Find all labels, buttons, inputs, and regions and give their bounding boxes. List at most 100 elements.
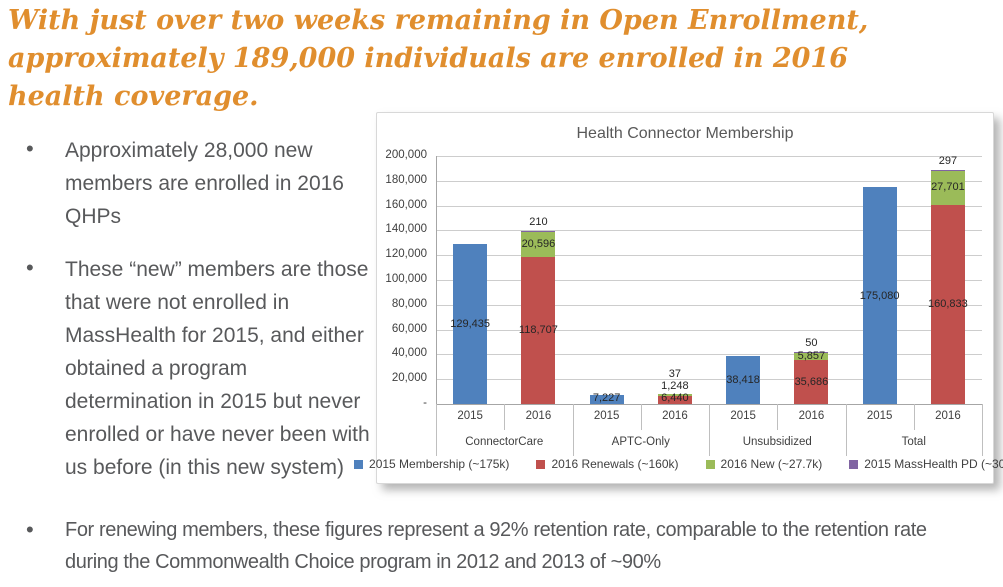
category-group-label: Total [901, 436, 926, 448]
chart-panel: Health Connector Membership 129,435 118,7… [354, 112, 1003, 484]
bar-segment-2016-renewals [930, 204, 965, 404]
bar-value-label: 175,080 [859, 289, 900, 302]
category-year-label: 2015 [593, 410, 620, 422]
y-axis-tick-label: - [423, 397, 427, 409]
category-axis-divider [709, 404, 710, 456]
legend-swatch-icon [705, 459, 715, 469]
legend-label: 2016 Renewals (~160k) [551, 457, 679, 471]
legend-label: 2015 Membership (~175k) [369, 457, 510, 471]
bar-value-label: 6,440 [661, 391, 689, 404]
bar-2015-membership [589, 395, 624, 404]
bullet-icon: • [26, 517, 34, 542]
category-year-label: 2015 [730, 410, 756, 422]
list-item: • Approximately 28,000 new members are e… [24, 134, 370, 233]
bar-value-label: 20,596 [521, 238, 556, 250]
bullet-icon: • [26, 255, 34, 280]
category-year-label: 2016 [935, 410, 961, 422]
gridline [436, 255, 982, 257]
y-axis-tick-label: 180,000 [385, 173, 427, 186]
bar-2015-membership [726, 356, 761, 404]
bar-segment-2016-renewals [521, 256, 556, 404]
bar-value-label: 1,248 [661, 379, 689, 392]
category-axis: 2015 2016 ConnectorCare 2015 2016 APTC-Only 20… [436, 404, 983, 456]
y-axis-tick-label: 160,000 [385, 198, 427, 211]
bar-2015-membership [453, 243, 488, 404]
bar-value-label: 38,418 [726, 374, 760, 387]
bar-segment-2016-new [657, 394, 692, 397]
bar-value-label: 118,707 [518, 324, 558, 337]
bullet-list: • Approximately 28,000 new members are e… [24, 134, 370, 504]
bar-value-label: 160,833 [928, 298, 968, 311]
bar-value-label: 297 [938, 154, 958, 167]
category-year-label: 2015 [866, 410, 893, 422]
legend-swatch-icon [536, 459, 546, 469]
category-axis-divider [436, 404, 437, 456]
y-axis-tick-label: 60,000 [391, 322, 427, 335]
gridline [436, 329, 982, 331]
legend-label: 2016 New (~27.7k) [720, 457, 823, 471]
bar-value-label: 129,435 [450, 317, 490, 330]
category-axis-divider [504, 404, 506, 430]
category-axis-divider [572, 404, 574, 456]
y-axis-tick-label: 80,000 [391, 297, 427, 310]
legend-item: 2016 Renewals (~160k) [536, 457, 679, 471]
category-group-label: ConnectorCare [465, 436, 544, 448]
gridline [436, 354, 982, 356]
bar-value-label: 35,686 [794, 375, 829, 388]
category-group-label: Unsubsidized [742, 436, 812, 448]
bullet-text: These “new” members are those that were … [65, 258, 370, 479]
bar-value-label: 37 [668, 367, 682, 380]
legend-item: 2015 Membership (~175k) [354, 457, 509, 471]
category-group-label: APTC-Only [611, 436, 670, 448]
legend: 2015 Membership (~175k) 2016 Renewals (~1… [354, 457, 1003, 471]
y-axis-tick-label: 20,000 [391, 372, 427, 385]
legend-item: 2016 New (~27.7k) [705, 457, 823, 471]
y-axis-tick-label: 120,000 [385, 248, 427, 261]
gridline [436, 280, 982, 281]
legend-swatch-icon [354, 459, 364, 469]
plot-area: 129,435 118,707 20,596 210 7,227 6,440 1,248 37… [436, 154, 982, 405]
bar-2015-membership [862, 186, 897, 404]
category-axis-divider [982, 404, 983, 456]
bullet-text: For renewing members, these figures repr… [65, 519, 927, 573]
bullet-text: Approximately 28,000 new members are enr… [65, 139, 344, 228]
gridline [436, 156, 982, 157]
category-year-label: 2016 [798, 410, 825, 422]
y-axis-line [436, 156, 437, 404]
bar-segment-2016-new [521, 231, 556, 257]
gridline [436, 379, 982, 381]
category-year-label: 2016 [662, 410, 688, 422]
bar-segment-2016-new [794, 352, 829, 360]
category-axis-divider [845, 404, 847, 456]
bar-value-label: 50 [805, 337, 818, 350]
bar-segment-2016-renewals [794, 359, 829, 404]
category-axis-divider [640, 404, 642, 430]
bar-value-label: 210 [529, 216, 548, 228]
bar-value-label: 5,857 [797, 350, 826, 363]
bar-segment-2016-new [930, 170, 965, 205]
bar-value-label: 27,701 [931, 181, 965, 194]
category-year-label: 2016 [525, 410, 552, 422]
page-title: With just over two weeks remaining in Op… [8, 5, 869, 112]
list-item: • For renewing members, these figures re… [24, 514, 944, 578]
legend-item: 2015 MassHealth PD (~300) [849, 457, 1003, 471]
bar-segment-2016-renewals [657, 396, 692, 404]
legend-label: 2015 MassHealth PD (~300) [864, 457, 1003, 471]
category-axis-divider [777, 404, 779, 430]
gridline [436, 230, 982, 232]
chart-title: Health Connector Membership [576, 125, 794, 142]
y-axis-tick-label: 200,000 [385, 149, 427, 161]
gridline [436, 304, 982, 306]
bar-value-label: 7,227 [592, 391, 621, 404]
category-year-label: 2015 [457, 410, 483, 422]
legend-swatch-icon [849, 459, 859, 469]
y-axis-tick-label: 40,000 [391, 347, 427, 360]
y-axis-tick-label: 140,000 [385, 223, 427, 236]
category-axis-divider [913, 404, 915, 430]
bullet-icon: • [26, 136, 34, 161]
gridline [436, 205, 982, 207]
list-item: • These “new” members are those that wer… [24, 253, 370, 484]
y-axis-tick-label: 100,000 [385, 273, 427, 285]
gridline [436, 180, 982, 182]
